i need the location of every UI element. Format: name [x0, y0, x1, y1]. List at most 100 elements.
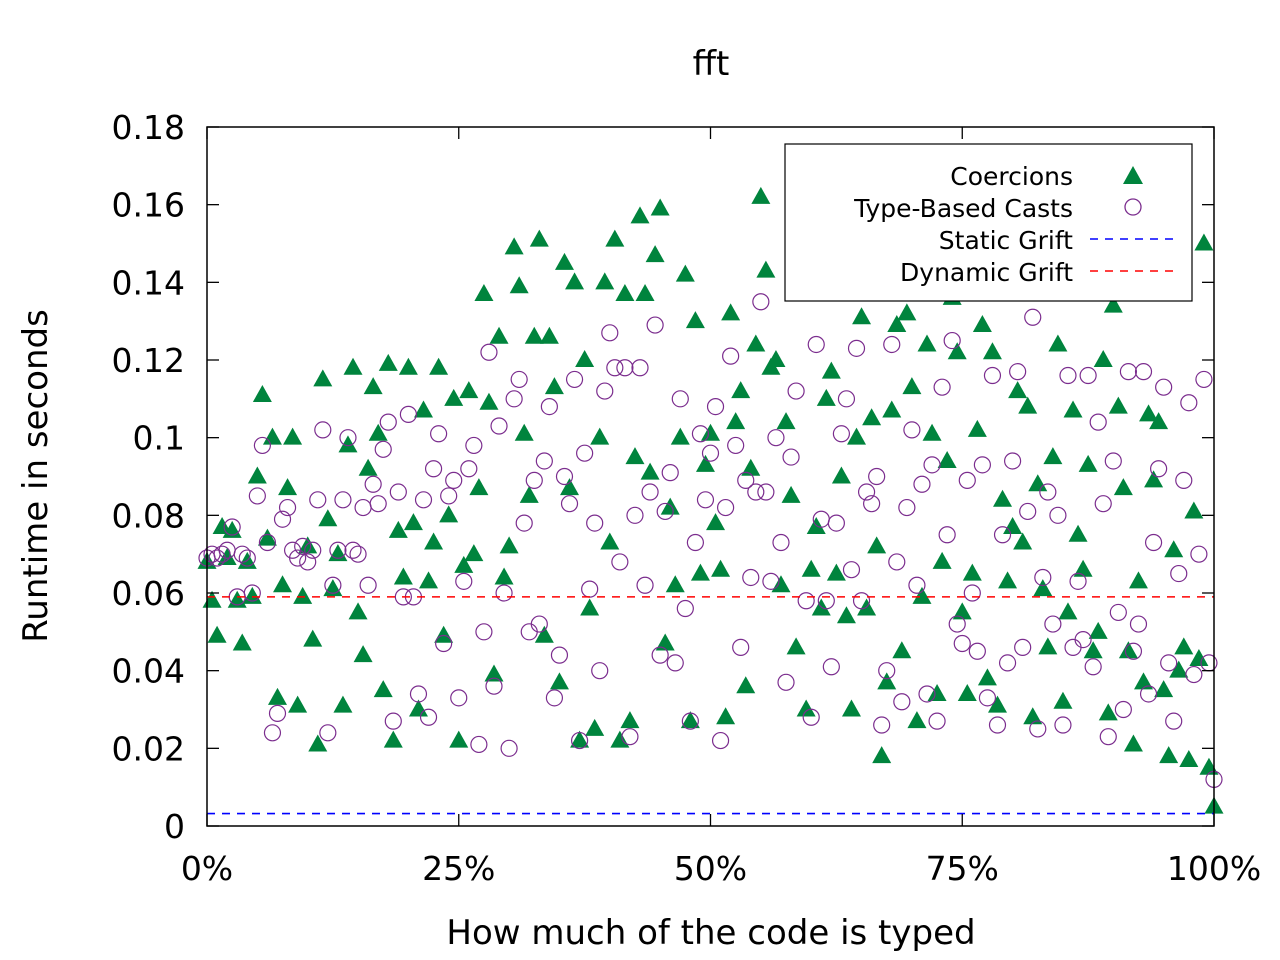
- type-based-casts-point: [1079, 366, 1097, 385]
- type-based-casts-point: [953, 634, 971, 653]
- coercions-point: [303, 629, 323, 647]
- type-based-casts-point: [772, 533, 790, 552]
- coercions-point: [937, 450, 957, 468]
- type-based-casts-point: [1084, 658, 1102, 676]
- type-based-casts-point: [802, 708, 820, 726]
- coercions-point: [1023, 707, 1043, 725]
- type-based-casts-point: [1119, 363, 1138, 381]
- coercions-point: [897, 303, 917, 321]
- type-based-casts-point: [263, 724, 282, 742]
- coercions-point: [419, 571, 439, 589]
- coercions-point: [489, 326, 509, 344]
- y-tick-label: 0.14: [112, 263, 185, 302]
- legend-box: [784, 143, 1193, 302]
- coercions-point: [368, 423, 388, 441]
- coercions-point: [570, 730, 590, 748]
- type-based-casts-point: [1109, 603, 1127, 622]
- coercions-point: [1033, 579, 1053, 597]
- coercions-point: [434, 625, 454, 643]
- type-based-casts-point: [490, 417, 508, 435]
- coercions-point: [1073, 559, 1093, 577]
- type-based-casts-point: [978, 689, 997, 707]
- type-based-casts-point: [1190, 545, 1208, 563]
- type-based-casts-point: [505, 390, 523, 408]
- coercions-point: [1028, 474, 1048, 492]
- coercions-point: [1144, 470, 1164, 488]
- type-based-casts-point: [988, 716, 1007, 734]
- type-based-casts-point: [374, 440, 392, 458]
- coercions-point: [1199, 757, 1219, 775]
- coercions-point: [474, 283, 494, 301]
- coercions-point: [1123, 734, 1143, 752]
- type-based-casts-point: [213, 545, 231, 563]
- legend-label-type-based-casts: Type-Based Casts: [853, 194, 1073, 223]
- type-based-casts-point: [1049, 506, 1067, 524]
- coercions-point: [544, 377, 564, 395]
- coercions-point: [635, 283, 655, 301]
- type-based-casts-point: [908, 576, 926, 594]
- coercions-point: [363, 377, 383, 395]
- type-based-casts-point: [278, 498, 297, 517]
- coercions-point: [343, 357, 363, 375]
- type-based-casts-point: [555, 467, 574, 486]
- coercions-point: [1184, 501, 1204, 519]
- coercions-point: [247, 466, 267, 484]
- type-based-casts-point: [294, 537, 312, 556]
- type-based-casts-point: [868, 467, 886, 486]
- type-based-casts-point: [591, 662, 609, 680]
- coercions-point: [565, 272, 585, 290]
- type-based-casts-point: [455, 572, 473, 590]
- coercions-point: [756, 260, 776, 278]
- coercions-point: [580, 598, 600, 616]
- type-based-casts-point: [445, 471, 463, 489]
- coercions-point: [615, 283, 635, 301]
- type-based-casts-point: [1129, 615, 1148, 633]
- coercions-point: [212, 516, 232, 534]
- type-based-casts-point: [1094, 495, 1112, 513]
- coercions-point: [862, 408, 882, 426]
- coercions-point: [494, 567, 514, 585]
- type-based-casts-point: [822, 658, 840, 676]
- type-based-casts-point: [344, 541, 362, 559]
- coercions-point: [575, 350, 595, 367]
- type-based-casts-point: [817, 592, 835, 610]
- coercions-point: [947, 342, 967, 360]
- type-based-casts-point: [515, 514, 533, 532]
- type-based-casts-point: [1114, 700, 1132, 719]
- coercions-point: [207, 625, 227, 643]
- type-based-casts-point: [923, 456, 941, 474]
- type-based-casts-point: [475, 623, 493, 641]
- coercions-point: [454, 555, 474, 573]
- type-based-casts-point: [837, 390, 856, 408]
- coercions-point: [1018, 396, 1038, 414]
- type-based-casts-point: [510, 370, 528, 389]
- legend-triangle-icon: [1123, 166, 1143, 184]
- x-tick-label: 25%: [422, 849, 495, 888]
- coercions-point: [1134, 672, 1154, 690]
- type-based-casts-point: [1014, 638, 1032, 656]
- type-based-casts-point: [797, 592, 815, 610]
- coercions-point: [318, 509, 338, 527]
- coercions-point: [539, 326, 559, 344]
- coercions-point: [751, 186, 771, 204]
- type-based-casts-point: [470, 735, 488, 754]
- type-based-casts-point: [601, 324, 619, 342]
- coercions-point: [957, 683, 977, 701]
- type-based-casts-point: [394, 588, 412, 606]
- coercions-point: [841, 699, 861, 717]
- coercions-point: [388, 520, 408, 538]
- coercions-point: [952, 602, 972, 620]
- coercions-point: [429, 357, 449, 375]
- type-based-casts-point: [243, 584, 261, 602]
- coercions-point: [1174, 637, 1194, 655]
- type-based-casts-point: [1059, 366, 1077, 385]
- x-tick-label: 0%: [181, 849, 233, 888]
- type-based-casts-point: [717, 498, 735, 517]
- coercions-point: [1078, 454, 1098, 472]
- coercions-point: [821, 361, 841, 379]
- coercions-point: [499, 536, 519, 554]
- coercions-point: [867, 536, 887, 554]
- coercions-point: [877, 672, 897, 690]
- coercions-point: [816, 388, 836, 406]
- type-based-casts-point: [329, 541, 347, 559]
